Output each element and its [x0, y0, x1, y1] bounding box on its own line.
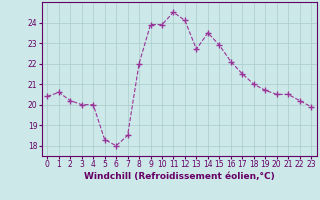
X-axis label: Windchill (Refroidissement éolien,°C): Windchill (Refroidissement éolien,°C)	[84, 172, 275, 181]
